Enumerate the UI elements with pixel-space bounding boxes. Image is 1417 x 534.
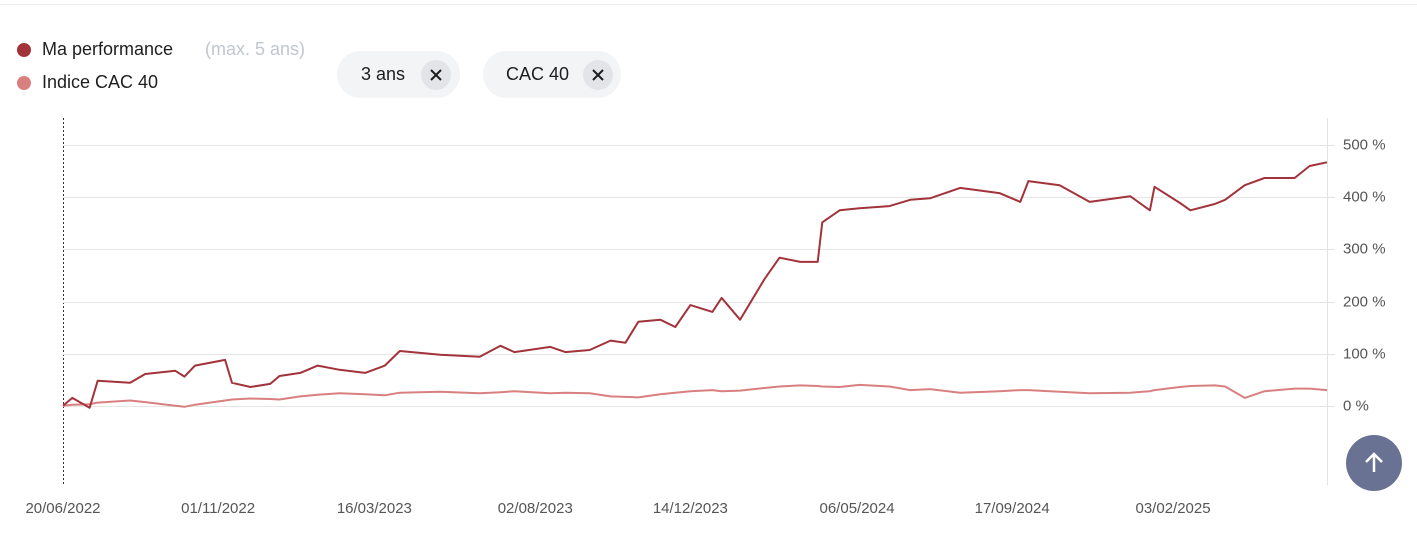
y-tick-label: 100 % xyxy=(1343,345,1386,362)
x-tick-label: 01/11/2022 xyxy=(181,500,255,517)
close-icon xyxy=(592,69,604,81)
chip-label: 3 ans xyxy=(361,64,405,84)
series-line xyxy=(62,161,1328,409)
x-tick-label: 17/09/2024 xyxy=(975,500,1050,517)
x-tick-label: 02/08/2023 xyxy=(498,500,573,517)
x-tick-label: 16/03/2023 xyxy=(337,500,412,517)
y-tick-label: 200 % xyxy=(1343,293,1386,310)
x-tick-label: 03/02/2025 xyxy=(1136,500,1211,517)
legend-swatch xyxy=(17,76,31,90)
legend-swatch xyxy=(17,43,31,57)
filter-chip[interactable]: CAC 40 xyxy=(483,51,621,98)
close-icon xyxy=(430,69,442,81)
legend-label: Ma performance xyxy=(42,39,173,59)
y-tick-label: 0 % xyxy=(1343,397,1369,414)
x-tick-label: 20/06/2022 xyxy=(25,500,100,517)
series-line xyxy=(62,383,1328,408)
legend-label: Indice CAC 40 xyxy=(42,72,158,92)
x-tick-label: 06/05/2024 xyxy=(820,500,895,517)
y-tick-label: 400 % xyxy=(1343,188,1386,205)
legend-note: (max. 5 ans) xyxy=(205,39,305,59)
y-tick-label: 300 % xyxy=(1343,240,1386,257)
chip-bg xyxy=(483,51,621,98)
scroll-top-button[interactable] xyxy=(1346,435,1402,491)
chip-label: CAC 40 xyxy=(506,64,569,84)
filter-chip[interactable]: 3 ans xyxy=(337,51,460,98)
arrow-icon xyxy=(1365,452,1383,472)
x-tick-label: 14/12/2023 xyxy=(653,500,728,517)
y-tick-label: 500 % xyxy=(1343,136,1386,153)
